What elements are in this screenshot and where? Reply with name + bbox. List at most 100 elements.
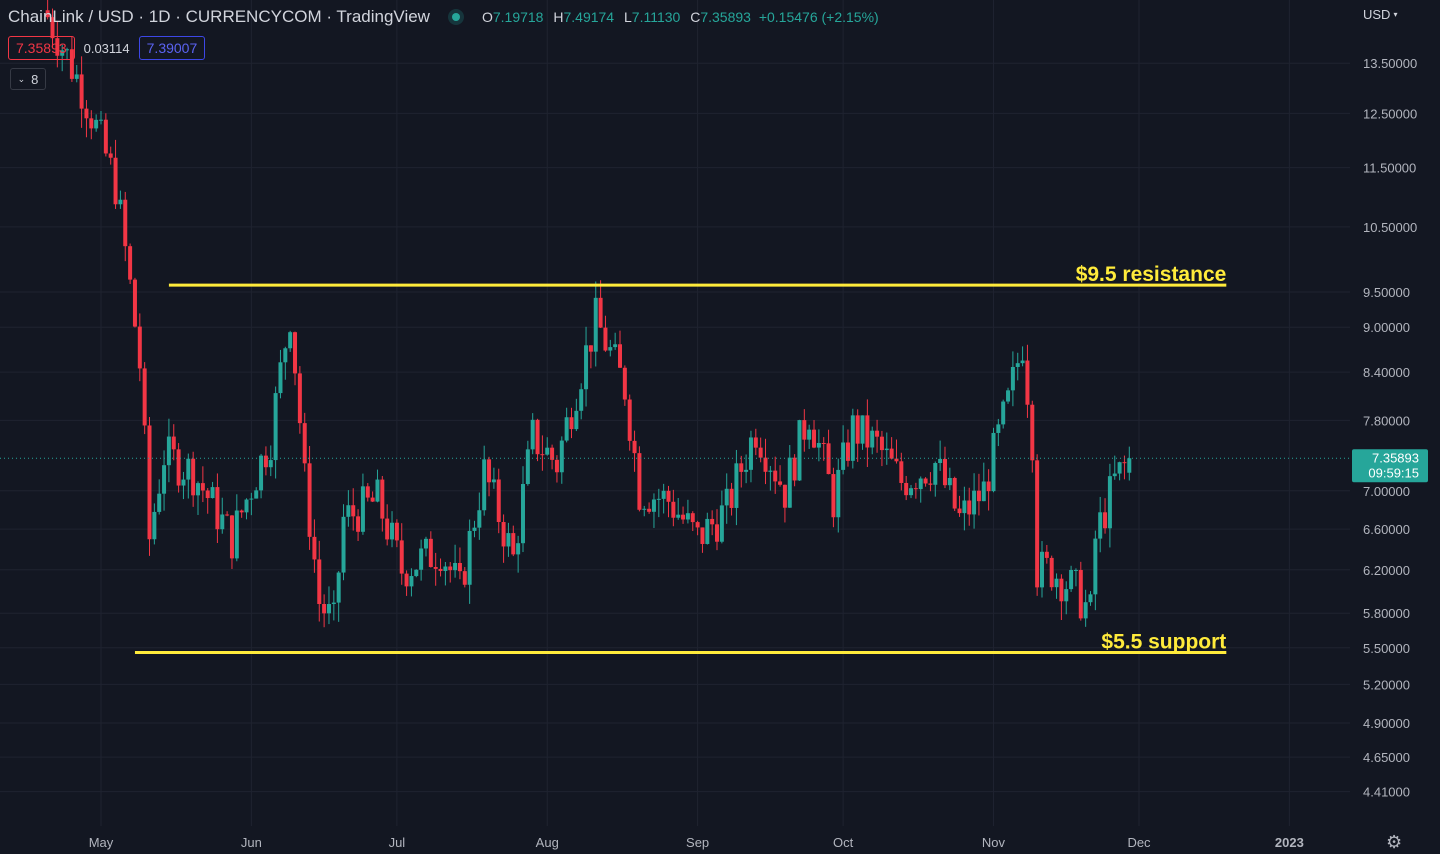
candle-body: [598, 297, 603, 328]
candle-body: [166, 436, 171, 466]
x-tick-label: Jul: [389, 835, 406, 850]
candle-body: [904, 482, 909, 496]
candle-body: [132, 279, 137, 327]
candle-body: [918, 478, 923, 490]
low-value: 7.11130: [631, 9, 681, 25]
candle-body: [938, 458, 943, 464]
x-tick-label: Jun: [241, 835, 262, 850]
candle-body: [1112, 473, 1117, 477]
y-tick-label: 9.00000: [1363, 320, 1410, 335]
change-value: +0.15476 (+2.15%): [758, 9, 879, 25]
high-key: H: [553, 9, 564, 25]
y-tick-label: 11.50000: [1363, 161, 1416, 176]
candle-body: [1083, 602, 1088, 619]
candle-body: [65, 49, 70, 51]
candle-body: [244, 499, 249, 513]
candle-body: [1020, 360, 1025, 364]
candle-body: [627, 399, 632, 441]
candle-body: [1127, 458, 1132, 473]
candle-body: [763, 457, 768, 472]
candle-body: [365, 486, 370, 498]
candle-body: [380, 479, 385, 519]
candle-body: [962, 500, 967, 514]
candle-body: [957, 508, 962, 514]
candle-body: [569, 417, 574, 430]
candle-body: [443, 566, 448, 571]
candle-body: [249, 498, 254, 500]
candle-body: [836, 469, 841, 518]
candle-body: [128, 246, 133, 280]
open-key: O: [481, 9, 493, 25]
candle-body: [909, 488, 914, 496]
candle-body: [1117, 462, 1122, 474]
sell-price-button[interactable]: 7.35893: [8, 36, 75, 60]
candle-body: [768, 470, 773, 472]
candle-body: [545, 447, 550, 455]
candle-body: [981, 481, 986, 502]
candle-body: [1073, 569, 1078, 571]
candle-body: [171, 436, 176, 450]
gear-icon[interactable]: ⚙: [1386, 832, 1403, 852]
candle-body: [55, 38, 60, 56]
candle-body: [423, 538, 428, 549]
candle-body: [894, 458, 899, 462]
y-tick-label: 4.90000: [1363, 716, 1410, 731]
candle-body: [457, 563, 462, 572]
candle-body: [986, 481, 991, 492]
candle-body: [773, 470, 778, 482]
candle-body: [584, 345, 589, 390]
candle-body: [593, 297, 598, 352]
candle-body: [622, 367, 627, 400]
candle-body: [123, 199, 128, 247]
buy-price-button[interactable]: 7.39007: [138, 36, 206, 60]
candle-body: [535, 419, 540, 455]
x-tick-label: Oct: [833, 835, 854, 850]
candle-body: [632, 440, 637, 454]
candle-body: [142, 368, 147, 426]
candle-body: [700, 527, 705, 544]
indicators-toggle-button[interactable]: ⌄ 8: [10, 68, 46, 90]
candle-body: [671, 501, 676, 518]
candle-body: [976, 490, 981, 502]
candle-body: [724, 488, 729, 506]
candle-body: [462, 571, 467, 585]
candle-body: [186, 458, 191, 480]
candle-body: [448, 566, 453, 571]
candle-body: [191, 458, 196, 496]
spread-value: 0.03114: [83, 40, 130, 56]
currency-selector[interactable]: USD ▾: [1363, 7, 1397, 22]
currency-label: USD: [1363, 7, 1391, 22]
candle-body: [181, 479, 186, 486]
y-tick-label: 7.00000: [1363, 484, 1410, 499]
candle-body: [637, 453, 642, 510]
candle-body: [695, 522, 700, 528]
candle-body: [438, 568, 443, 571]
y-tick-label: 5.80000: [1363, 606, 1410, 621]
candle-body: [79, 74, 84, 109]
y-tick-label: 9.50000: [1363, 285, 1410, 300]
candle-body: [491, 479, 496, 483]
symbol-title[interactable]: ChainLink / USD · 1D · CURRENCYCOM · Tra…: [8, 7, 430, 26]
y-tick-label: 5.50000: [1363, 641, 1410, 656]
candle-body: [613, 344, 618, 348]
low-key: L: [623, 9, 632, 25]
candle-body: [89, 118, 94, 129]
candle-body: [778, 481, 783, 485]
candle-body: [283, 348, 288, 363]
candle-body: [996, 424, 1001, 433]
support-label: $5.5 support: [1101, 631, 1226, 654]
y-tick-label: 5.20000: [1363, 677, 1410, 692]
last-price-tag: [1352, 449, 1428, 483]
candle-body: [540, 454, 545, 456]
candle-body: [860, 415, 865, 444]
candle-body: [45, 10, 50, 18]
candle-body: [690, 513, 695, 523]
candle-body: [753, 437, 758, 448]
candle-body: [210, 487, 215, 499]
candle-body: [414, 569, 419, 577]
candle-body: [554, 459, 559, 473]
candle-body: [229, 515, 234, 559]
candle-body: [661, 490, 666, 499]
candle-body: [399, 540, 404, 574]
